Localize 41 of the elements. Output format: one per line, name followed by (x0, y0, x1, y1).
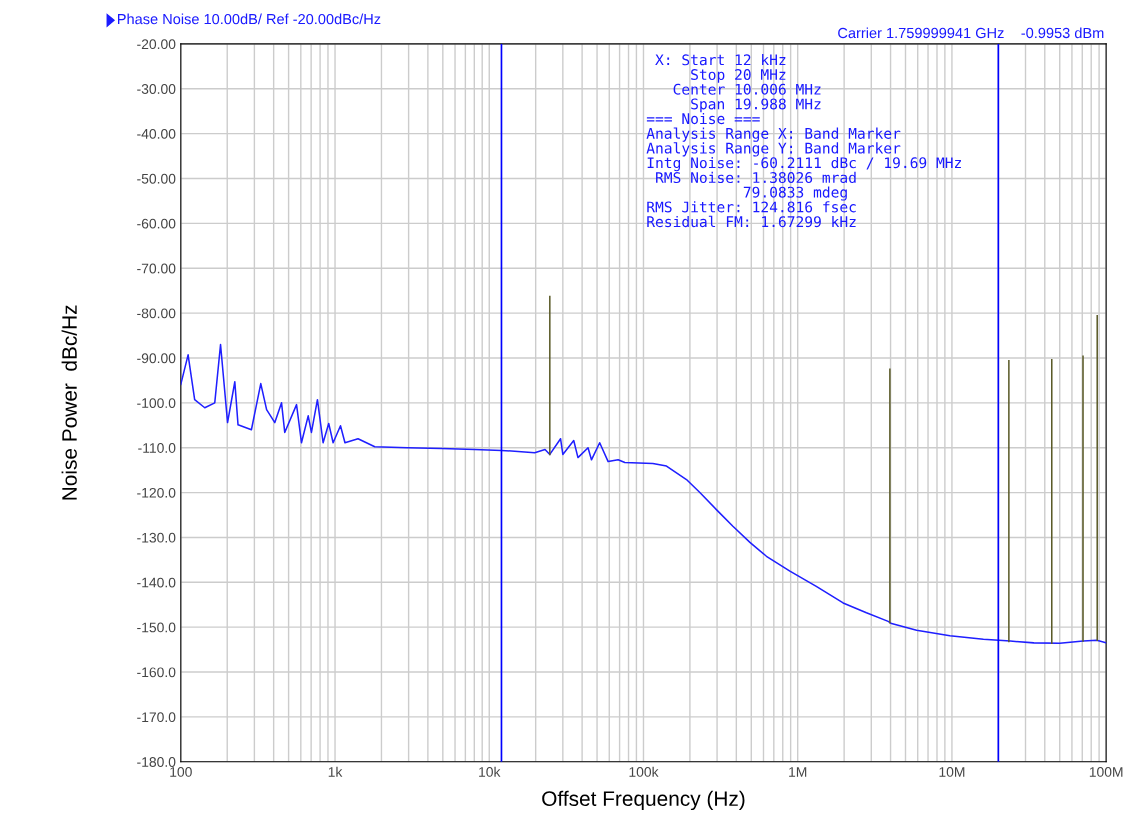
annotation: Span 19.988 MHz (691, 98, 821, 113)
x-tick-label: 100 (170, 767, 192, 777)
annotation: 79.0833 mdeg (743, 186, 847, 201)
y-tick-label: -80.00 (137, 308, 176, 319)
y-tick-label: -170.0 (137, 712, 176, 723)
y-tick-label: -140.0 (137, 577, 176, 588)
annotation: Center 10.006 MHz (673, 83, 821, 95)
text: Carrier 1.759999941 GHz (838, 27, 1004, 39)
y-tick-label: -50.00 (137, 173, 176, 184)
y-tick-label: -70.00 (137, 263, 176, 274)
x-tick-label: 100k (629, 766, 659, 777)
y-tick-label: -90.00 (137, 353, 176, 364)
annotation: RMS Jitter: 124.816 fsec (647, 201, 856, 213)
y-tick-label: -110.0 (138, 443, 176, 453)
x-tick-label: 100M (1089, 767, 1123, 777)
annotation: RMS Noise: 1.38026 mrad (656, 171, 856, 184)
x-tick-label: 1M (789, 767, 807, 777)
annotation: Analysis Range X: Band Marker (646, 127, 901, 142)
y-tick-label: -130.0 (137, 532, 176, 543)
text: -0.9953 dBm (1021, 27, 1104, 39)
y-tick-label: -60.00 (137, 218, 176, 229)
annotation: Stop 20 MHz (691, 69, 786, 83)
y-tick-label: -160.0 (137, 667, 176, 678)
text: Phase Noise 10.00dB/ Ref -20.00dBc/Hz (117, 13, 381, 25)
x-tick-label: 10k (479, 766, 501, 777)
annotation: Analysis Range Y: Band Marker (646, 142, 901, 157)
y-tick-label: -150.0 (137, 622, 176, 633)
y-tick-label: -20.00 (137, 39, 176, 50)
y-tick-label: -180.0 (137, 757, 176, 767)
x-tick-label: 10M (939, 767, 965, 777)
y-axis-title: Noise Power dBc/Hz (61, 305, 77, 500)
annotation: Residual FM: 1.67299 kHz (647, 215, 856, 228)
annotation: Intg Noise: -60.2111 dBc / 19.69 MHz (647, 156, 961, 172)
y-tick-label: -100.0 (137, 398, 176, 409)
annotation: X: Start 12 kHz (655, 54, 786, 66)
x-tick-label: 1k (328, 766, 343, 777)
y-tick-label: -30.00 (137, 84, 176, 94)
y-tick-label: -40.00 (137, 128, 176, 139)
y-tick-label: -120.0 (137, 487, 176, 498)
x-axis-title: Offset Frequency (Hz) (542, 790, 745, 811)
annotation: === Noise === (646, 112, 760, 125)
